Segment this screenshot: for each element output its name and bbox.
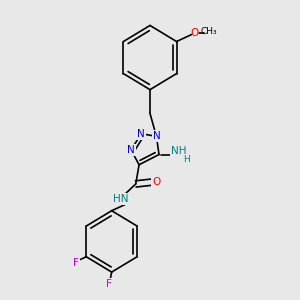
Text: NH: NH	[171, 146, 187, 156]
Text: N: N	[137, 129, 145, 139]
Text: O: O	[152, 177, 160, 187]
Text: HN: HN	[113, 194, 128, 204]
Text: F: F	[73, 258, 79, 268]
Text: CH₃: CH₃	[201, 26, 217, 35]
Text: F: F	[106, 279, 112, 289]
Text: N: N	[127, 145, 135, 155]
Text: O: O	[191, 28, 199, 38]
Text: N: N	[152, 131, 160, 141]
Text: H: H	[183, 154, 190, 164]
